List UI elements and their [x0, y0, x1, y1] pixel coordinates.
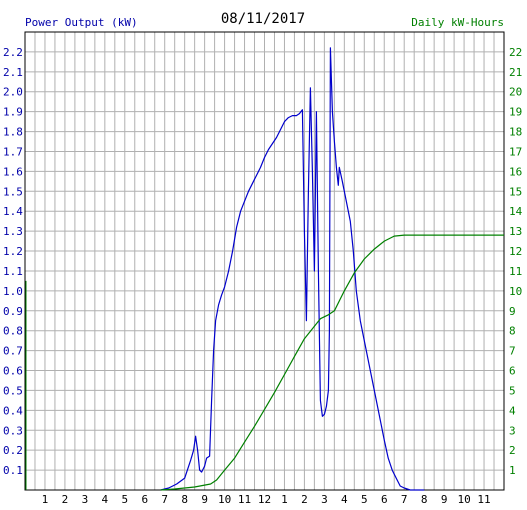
- left-y-tick-label: 1.5: [3, 185, 23, 198]
- left-y-tick-label: 0.8: [3, 325, 23, 338]
- left-y-tick-label: 1.8: [3, 126, 23, 139]
- right-y-tick-label: 4: [509, 404, 516, 417]
- x-tick-label: 2: [62, 493, 69, 506]
- right-y-tick-label: 16: [509, 165, 522, 178]
- x-tick-label: 1: [281, 493, 288, 506]
- right-y-tick-label: 17: [509, 145, 522, 158]
- chart-date: 08/11/2017: [221, 11, 305, 27]
- x-tick-label: 5: [121, 493, 128, 506]
- left-y-tick-label: 1.6: [3, 165, 23, 178]
- right-y-tick-label: 12: [509, 245, 522, 258]
- right-y-tick-label: 5: [509, 384, 516, 397]
- x-tick-label: 3: [321, 493, 328, 506]
- right-y-tick-label: 10: [509, 285, 522, 298]
- right-y-tick-label: 21: [509, 66, 522, 79]
- right-y-tick-label: 20: [509, 86, 522, 99]
- right-y-tick-label: 22: [509, 46, 522, 59]
- left-y-tick-label: 0.6: [3, 365, 23, 378]
- right-y-tick-label: 3: [509, 424, 516, 437]
- left-y-tick-label: 1.2: [3, 245, 23, 258]
- x-tick-label: 12: [258, 493, 271, 506]
- left-y-tick-label: 0.5: [3, 384, 23, 397]
- left-y-tick-label: 0.4: [3, 404, 23, 417]
- right-axis-title: Daily kW-Hours: [411, 16, 504, 29]
- daily-kwh-line: [160, 234, 504, 491]
- right-y-tick-label: 6: [509, 365, 516, 378]
- x-tick-label: 2: [301, 493, 308, 506]
- x-tick-label: 10: [457, 493, 470, 506]
- left-y-tick-label: 0.1: [3, 464, 23, 477]
- x-tick-label: 6: [141, 493, 148, 506]
- left-y-tick-label: 1.0: [3, 285, 23, 298]
- left-y-tick-label: 1.3: [3, 225, 23, 238]
- left-y-tick-label: 0.3: [3, 424, 23, 437]
- right-y-tick-label: 18: [509, 126, 522, 139]
- left-y-tick-label: 1.9: [3, 106, 23, 119]
- left-y-tick-label: 0.9: [3, 305, 23, 318]
- x-tick-label: 5: [361, 493, 368, 506]
- power-output-line: [160, 47, 425, 491]
- right-y-tick-label: 2: [509, 444, 516, 457]
- x-tick-label: 4: [102, 493, 109, 506]
- left-y-tick-label: 0.2: [3, 444, 23, 457]
- x-tick-label: 6: [381, 493, 388, 506]
- left-y-tick-label: 0.7: [3, 345, 23, 358]
- left-y-tick-label: 2.2: [3, 46, 23, 59]
- right-y-tick-label: 8: [509, 325, 516, 338]
- x-tick-label: 10: [218, 493, 231, 506]
- right-y-tick-label: 13: [509, 225, 522, 238]
- x-tick-label: 11: [238, 493, 251, 506]
- left-axis-title: Power Output (kW): [25, 16, 138, 29]
- x-tick-label: 7: [401, 493, 408, 506]
- x-tick-label: 9: [201, 493, 208, 506]
- right-y-tick-label: 15: [509, 185, 522, 198]
- x-tick-label: 8: [181, 493, 188, 506]
- x-tick-label: 7: [161, 493, 168, 506]
- left-y-tick-label: 1.1: [3, 265, 23, 278]
- x-tick-label: 3: [82, 493, 89, 506]
- right-y-tick-label: 11: [509, 265, 522, 278]
- right-y-tick-label: 19: [509, 106, 522, 119]
- left-y-tick-label: 2.0: [3, 86, 23, 99]
- left-y-tick-label: 1.7: [3, 145, 23, 158]
- left-y-tick-label: 2.1: [3, 66, 23, 79]
- plot-frame: [24, 31, 505, 491]
- right-y-tick-label: 14: [509, 205, 523, 218]
- right-y-tick-label: 9: [509, 305, 516, 318]
- left-y-tick-label: 1.4: [3, 205, 23, 218]
- x-tick-label: 4: [341, 493, 348, 506]
- plot-area: 1 2 3 4 5 6 7 8 9 10 11 12 1 2 3 4 5 6 7 8 9 10 110.10.20.30.4…: [3, 31, 523, 506]
- right-y-tick-label: 7: [509, 345, 516, 358]
- right-y-tick-label: 1: [509, 464, 516, 477]
- x-tick-label: 1: [42, 493, 49, 506]
- x-tick-label: 8: [421, 493, 428, 506]
- x-tick-label: 11: [477, 493, 490, 506]
- x-tick-label: 9: [441, 493, 448, 506]
